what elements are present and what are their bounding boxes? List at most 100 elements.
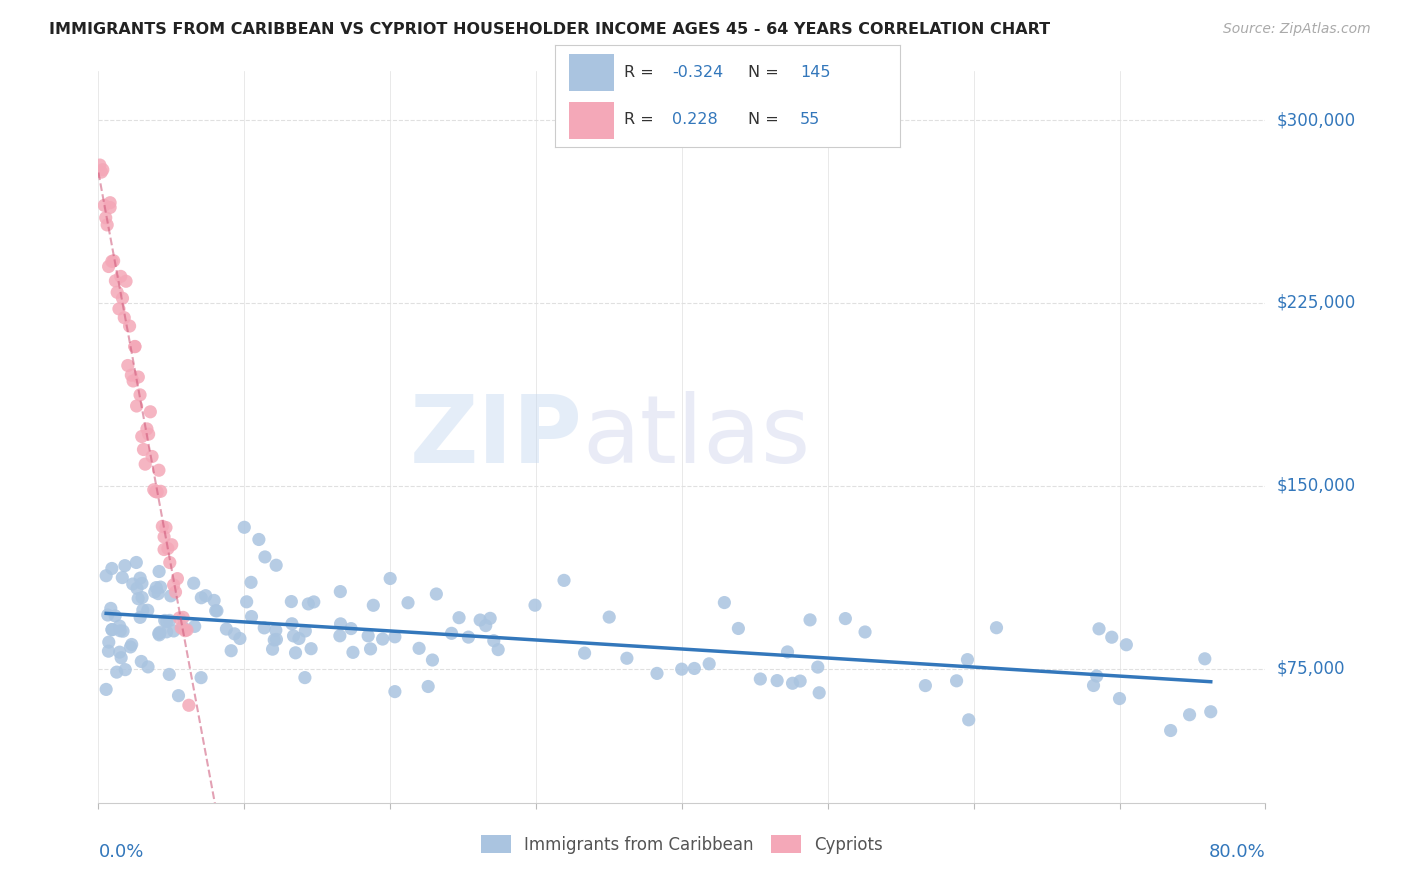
Point xyxy=(457,630,479,644)
Point xyxy=(111,291,134,305)
Point xyxy=(146,485,169,500)
Point xyxy=(101,623,124,637)
Text: $300,000: $300,000 xyxy=(1277,112,1355,129)
Text: IMMIGRANTS FROM CARIBBEAN VS CYPRIOT HOUSEHOLDER INCOME AGES 45 - 64 YEARS CORRE: IMMIGRANTS FROM CARIBBEAN VS CYPRIOT HOU… xyxy=(49,22,1050,37)
Point xyxy=(294,671,316,685)
Point xyxy=(253,621,276,635)
Point xyxy=(598,610,620,624)
Point xyxy=(148,463,170,477)
Point xyxy=(96,568,118,582)
Point xyxy=(253,549,276,564)
Point xyxy=(396,596,419,610)
Point xyxy=(284,646,307,660)
Legend: Immigrants from Caribbean, Cypriots: Immigrants from Caribbean, Cypriots xyxy=(474,829,890,860)
Point xyxy=(418,680,440,694)
Point xyxy=(114,663,136,677)
Point xyxy=(776,645,799,659)
Point xyxy=(288,632,311,646)
Point xyxy=(143,585,166,599)
Point xyxy=(103,253,125,268)
Point xyxy=(129,610,152,624)
Point xyxy=(101,254,124,268)
Point xyxy=(98,195,121,210)
Point xyxy=(766,673,789,688)
Point xyxy=(94,682,117,697)
Point xyxy=(294,624,316,638)
Point xyxy=(262,642,284,657)
Point xyxy=(553,574,575,588)
Text: R =: R = xyxy=(624,112,664,128)
Point xyxy=(329,584,352,599)
Point xyxy=(136,603,159,617)
Point xyxy=(302,595,325,609)
Point xyxy=(671,662,693,676)
Point xyxy=(799,613,821,627)
Point xyxy=(299,641,322,656)
Point xyxy=(957,713,980,727)
Point xyxy=(425,587,447,601)
Point xyxy=(96,218,118,232)
Point xyxy=(329,629,352,643)
Point xyxy=(384,630,406,644)
Point xyxy=(167,689,190,703)
Point xyxy=(360,641,382,656)
Point xyxy=(112,624,135,639)
Point xyxy=(574,646,596,660)
Text: N =: N = xyxy=(748,65,785,80)
Point xyxy=(90,165,112,179)
Point xyxy=(170,621,193,635)
Point xyxy=(108,645,131,659)
Point xyxy=(342,645,364,659)
Point xyxy=(183,619,205,633)
Point xyxy=(263,632,285,647)
Point xyxy=(329,616,352,631)
Point xyxy=(229,632,252,646)
Point xyxy=(172,620,194,634)
Point xyxy=(479,611,502,625)
Point xyxy=(683,661,706,675)
Point xyxy=(645,666,668,681)
Point xyxy=(149,580,172,594)
Point xyxy=(235,595,257,609)
Point xyxy=(697,657,720,671)
Text: 145: 145 xyxy=(800,65,831,80)
Point xyxy=(834,611,856,625)
Point xyxy=(163,624,186,638)
Point xyxy=(111,571,134,585)
Point xyxy=(153,542,176,557)
Point xyxy=(422,653,444,667)
Point xyxy=(110,650,132,665)
Point xyxy=(190,671,212,685)
Point xyxy=(132,603,155,617)
Point xyxy=(165,585,187,599)
Point xyxy=(159,556,181,570)
Point xyxy=(159,614,181,628)
Point xyxy=(97,607,120,622)
Point xyxy=(853,625,876,640)
Point xyxy=(447,610,470,624)
Point xyxy=(169,611,191,625)
Point xyxy=(280,594,302,608)
Point xyxy=(145,484,167,499)
Point xyxy=(283,629,305,643)
Point xyxy=(156,541,179,556)
Point xyxy=(141,450,163,464)
Point xyxy=(174,624,197,638)
Point xyxy=(124,340,146,354)
Point xyxy=(156,624,179,639)
Point xyxy=(94,211,117,225)
Point xyxy=(240,575,263,590)
Point xyxy=(202,593,225,607)
Point xyxy=(945,673,967,688)
Point xyxy=(98,201,121,215)
Point xyxy=(131,429,153,443)
Point xyxy=(97,635,120,649)
Point xyxy=(148,626,170,640)
Point xyxy=(956,652,979,666)
Point xyxy=(93,198,115,212)
Point xyxy=(97,260,120,274)
Text: N =: N = xyxy=(748,112,785,128)
Point xyxy=(749,672,772,686)
Point xyxy=(281,616,304,631)
Point xyxy=(114,558,136,573)
